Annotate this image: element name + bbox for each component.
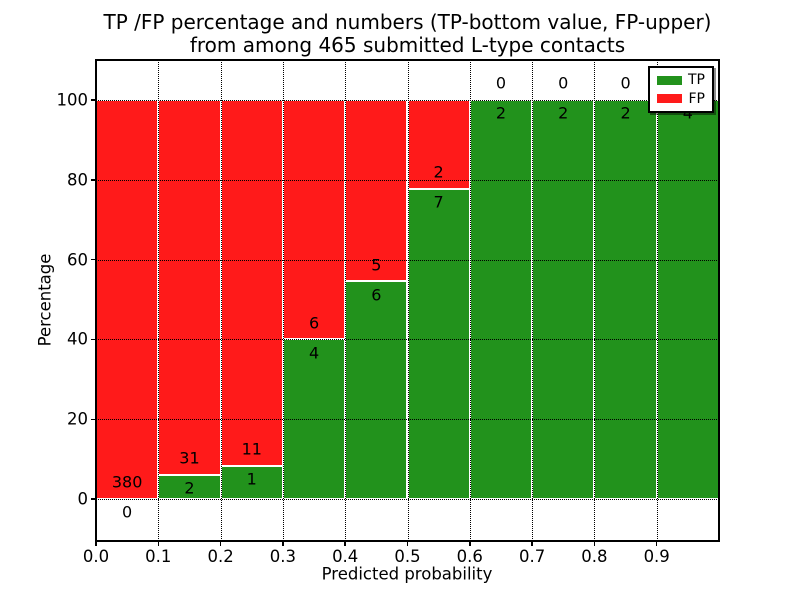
x-tick-label: 0.1 — [145, 547, 172, 566]
bar-annotation-fp: 0 — [495, 73, 507, 93]
x-tick-label: 0.5 — [394, 547, 421, 566]
x-tick-mark — [655, 541, 658, 546]
gridline-vertical — [220, 60, 222, 541]
y-tick-label: 20 — [67, 409, 88, 429]
bar-segment-tp — [407, 188, 470, 500]
x-tick-label: 0.2 — [207, 547, 234, 566]
x-tick-label: 0.7 — [518, 547, 546, 566]
bar-annotation-fp: 0 — [558, 73, 569, 93]
bar-annotation-tp: 0 — [122, 502, 133, 522]
y-tick-label: 100 — [56, 90, 89, 110]
gridline-vertical — [469, 60, 471, 541]
bar-segment-tp — [220, 465, 283, 500]
bar-annotation-tp: 2 — [184, 478, 195, 498]
bar-segment-fp — [96, 99, 159, 500]
x-tick-mark — [95, 541, 97, 546]
bar-annotation-tp: 1 — [246, 469, 257, 489]
x-tick-mark — [282, 541, 284, 546]
bar-annotation-fp: 380 — [111, 472, 143, 492]
gridline-horizontal — [96, 99, 719, 101]
chart-title-line2: from among 465 submitted L-type contacts — [189, 33, 626, 57]
legend-entry-fp: FP — [657, 92, 705, 106]
bar-segment-fp — [282, 99, 346, 340]
bar-annotation-tp: 2 — [558, 103, 569, 123]
bar-annotation-tp: 2 — [495, 103, 507, 123]
y-tick-mark — [91, 418, 96, 420]
x-tick-mark — [469, 541, 471, 546]
bar-annotation-fp: 11 — [241, 439, 262, 459]
bar-annotation-fp: 31 — [179, 448, 200, 468]
x-tick-mark — [157, 541, 160, 546]
gridline-horizontal — [96, 259, 719, 261]
bar-segment-tp — [158, 474, 221, 500]
gridline-vertical — [282, 60, 284, 541]
bar-segment-tp — [469, 99, 533, 500]
bar-annotation-fp: 0 — [620, 73, 631, 93]
x-tick-label: 0.8 — [581, 547, 608, 566]
bar-segment-fp — [407, 99, 470, 189]
y-tick-mark — [91, 99, 96, 101]
bar-segment-tp — [532, 99, 595, 500]
bar-segment-tp — [345, 281, 408, 500]
gridline-vertical — [656, 60, 658, 541]
y-tick-mark — [91, 258, 96, 261]
gridline-vertical — [594, 60, 596, 541]
bar-segment-fp — [158, 99, 221, 475]
bar-annotation-tp: 4 — [682, 103, 693, 123]
x-tick-mark — [531, 541, 533, 546]
y-tick-mark — [91, 338, 96, 341]
bar-annotation-tp: 6 — [371, 285, 382, 304]
gridline-horizontal — [96, 499, 719, 501]
bar-segment-fp — [220, 99, 283, 466]
y-tick-label: 40 — [67, 329, 88, 349]
y-tick-label: 60 — [67, 250, 88, 270]
y-tick-mark — [91, 498, 96, 500]
chart-title: TP /FP percentage and numbers (TP-bottom… — [96, 11, 719, 57]
y-tick-label: 80 — [67, 170, 88, 190]
legend-label-tp: TP — [688, 72, 705, 89]
x-tick-label: 0.9 — [643, 547, 670, 566]
gridline-vertical — [407, 60, 409, 541]
x-tick-mark — [593, 541, 596, 546]
x-tick-mark — [344, 541, 346, 546]
x-tick-mark — [406, 541, 409, 546]
x-tick-label: 0.3 — [269, 547, 297, 566]
legend-label-fp: FP — [688, 90, 706, 107]
bar-annotation-fp: 5 — [371, 255, 382, 275]
legend: TP FP — [648, 66, 714, 113]
bar-annotation-fp: 6 — [308, 313, 320, 333]
y-tick-mark — [91, 179, 96, 181]
bar-annotation-tp: 7 — [433, 192, 444, 212]
y-axis-label: Percentage — [35, 253, 55, 347]
bar-annotation-tp: 4 — [308, 343, 320, 363]
tp-swatch-icon — [657, 75, 682, 85]
gridline-horizontal — [96, 179, 719, 181]
bar-segment-tp — [656, 99, 719, 500]
bar-segment-tp — [282, 339, 346, 500]
gridline-vertical — [158, 60, 160, 541]
bar-annotation-fp: 2 — [433, 162, 444, 182]
gridline-horizontal — [96, 419, 719, 421]
gridline-vertical — [345, 60, 347, 541]
legend-entry-tp: TP — [657, 73, 705, 87]
gridline-vertical — [532, 60, 534, 541]
y-tick-label: 0 — [77, 489, 89, 509]
x-tick-label: 0.4 — [332, 547, 359, 566]
x-tick-label: 0.0 — [82, 547, 110, 566]
gridline-horizontal — [96, 339, 719, 341]
x-tick-label: 0.6 — [456, 547, 483, 566]
bar-annotation-tp: 2 — [620, 103, 631, 123]
fp-swatch-icon — [657, 94, 682, 104]
bar-segment-fp — [345, 99, 408, 282]
x-axis-label: Predicted probability — [321, 564, 493, 584]
chart-title-line1: TP /FP percentage and numbers (TP-bottom… — [103, 10, 712, 34]
x-tick-mark — [219, 541, 222, 546]
bar-segment-tp — [594, 99, 657, 500]
